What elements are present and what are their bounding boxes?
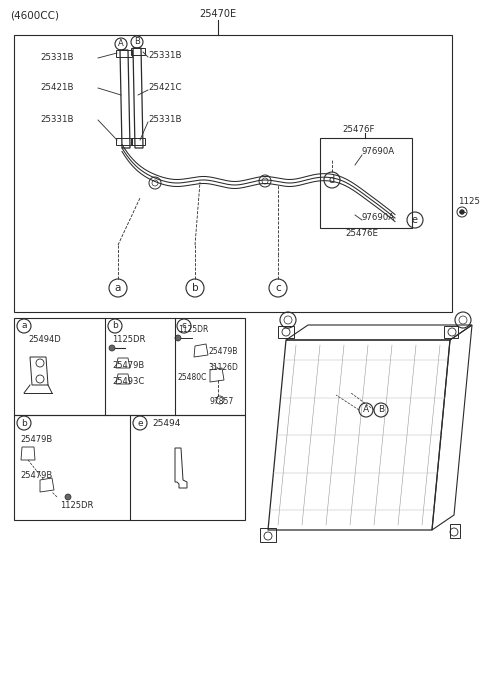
Text: 25331B: 25331B	[148, 52, 181, 61]
Text: 25479B: 25479B	[20, 471, 52, 479]
Circle shape	[460, 210, 464, 214]
Text: A: A	[363, 405, 369, 415]
Text: b: b	[192, 283, 198, 293]
Text: 25331B: 25331B	[148, 116, 181, 125]
Text: 97857: 97857	[210, 398, 234, 407]
Text: B: B	[134, 37, 140, 46]
Text: 25493C: 25493C	[113, 377, 145, 387]
Text: 25480C: 25480C	[178, 373, 207, 383]
Text: c: c	[275, 283, 281, 293]
Circle shape	[175, 335, 181, 341]
Text: A: A	[118, 39, 124, 48]
Text: 25494D: 25494D	[28, 336, 61, 345]
Text: d: d	[329, 175, 335, 185]
Text: 1125DR: 1125DR	[60, 501, 94, 509]
Text: 1125DR: 1125DR	[178, 326, 208, 334]
Text: 25421C: 25421C	[148, 84, 181, 93]
Text: 97690A: 97690A	[362, 214, 395, 223]
Text: 25421B: 25421B	[40, 84, 73, 93]
Text: 25479B: 25479B	[113, 360, 145, 370]
Text: 11253: 11253	[458, 197, 480, 206]
Text: 25479B: 25479B	[20, 436, 52, 445]
Text: 25470E: 25470E	[199, 9, 237, 19]
Text: 25476E: 25476E	[345, 229, 378, 238]
Text: a: a	[21, 321, 27, 330]
Text: 25476F: 25476F	[342, 125, 374, 135]
Text: 25331B: 25331B	[40, 54, 73, 63]
Circle shape	[109, 345, 115, 351]
Text: b: b	[21, 419, 27, 428]
Text: 25479B: 25479B	[209, 347, 238, 356]
Text: 25331B: 25331B	[40, 116, 73, 125]
Text: a: a	[115, 283, 121, 293]
Text: 31126D: 31126D	[208, 364, 238, 373]
Text: B: B	[378, 405, 384, 415]
Text: 25494: 25494	[152, 419, 180, 428]
Text: e: e	[137, 419, 143, 428]
Text: (4600CC): (4600CC)	[10, 11, 59, 21]
Text: b: b	[112, 321, 118, 330]
Circle shape	[65, 494, 71, 500]
Text: c: c	[181, 321, 187, 330]
Text: 1125DR: 1125DR	[112, 336, 145, 345]
Text: e: e	[412, 215, 418, 225]
Text: 97690A: 97690A	[362, 148, 395, 157]
